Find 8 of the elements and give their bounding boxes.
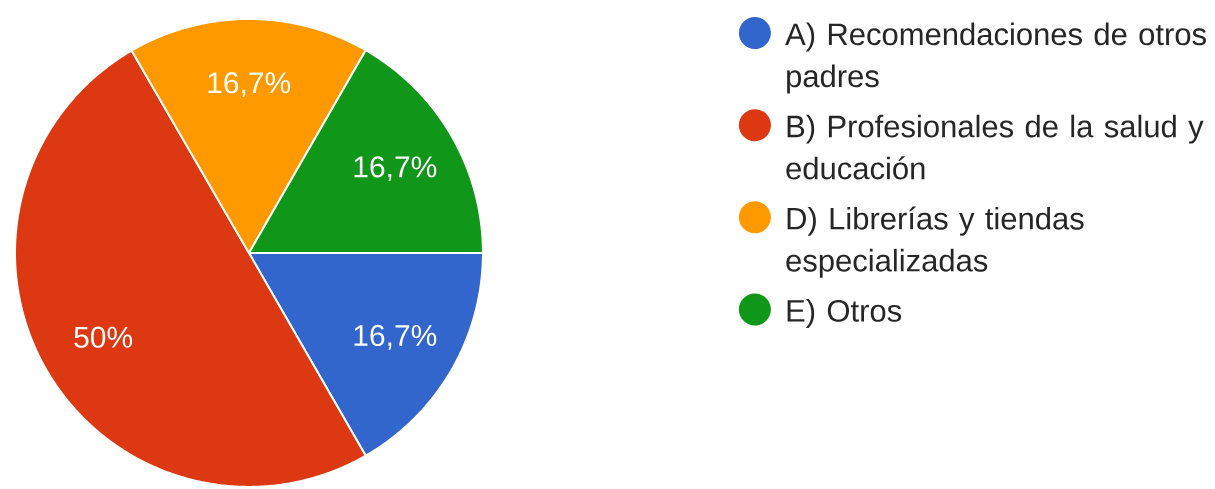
data-label: 16,7% xyxy=(354,324,437,350)
legend-label: B) Profesionales de la salud y educación xyxy=(786,114,1204,180)
legend-label: A) Recomendaciones de otros padres xyxy=(785,22,1206,94)
data-label: 16,7% xyxy=(208,72,291,97)
data-label: 16,7% xyxy=(354,156,437,182)
legend-label: D) Librerías y tiendas especializadas xyxy=(786,206,1084,278)
data-label: 50% xyxy=(74,326,133,348)
legend-label: E) Otros xyxy=(787,299,902,328)
